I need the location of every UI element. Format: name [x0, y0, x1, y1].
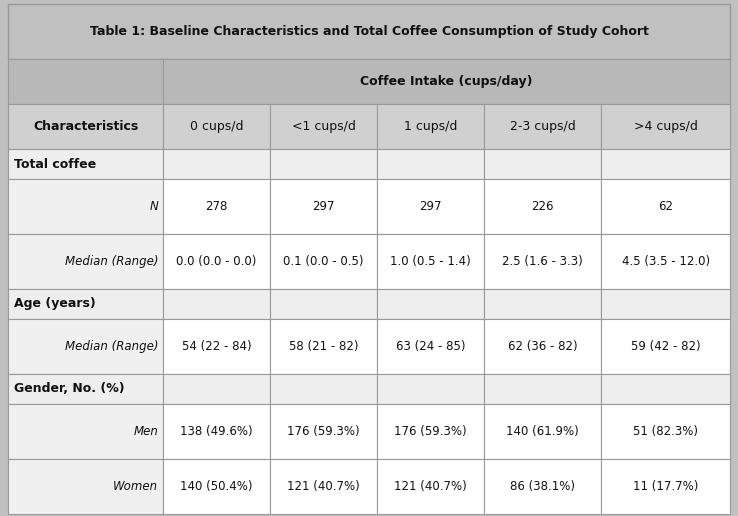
Text: 1 cups/d: 1 cups/d	[404, 120, 457, 133]
Bar	[163, 149, 270, 179]
Text: 121 (40.7%): 121 (40.7%)	[394, 480, 466, 493]
Bar	[270, 179, 377, 234]
Bar	[270, 374, 377, 404]
Bar	[270, 104, 377, 149]
Bar	[163, 374, 270, 404]
Bar	[270, 404, 377, 459]
Text: Women: Women	[113, 480, 158, 493]
Text: 63 (24 - 85): 63 (24 - 85)	[396, 340, 465, 353]
Text: 51 (82.3%): 51 (82.3%)	[633, 425, 698, 438]
Text: 58 (21 - 82): 58 (21 - 82)	[289, 340, 358, 353]
Bar	[163, 234, 270, 289]
Bar	[601, 234, 730, 289]
Text: Median (Range): Median (Range)	[65, 340, 158, 353]
Bar	[601, 404, 730, 459]
Text: 11 (17.7%): 11 (17.7%)	[633, 480, 698, 493]
Text: Table 1: Baseline Characteristics and Total Coffee Consumption of Study Cohort: Table 1: Baseline Characteristics and To…	[89, 25, 649, 38]
Bar	[484, 179, 601, 234]
Bar	[601, 459, 730, 514]
Text: 59 (42 - 82): 59 (42 - 82)	[631, 340, 700, 353]
Bar	[377, 374, 484, 404]
Text: 226: 226	[531, 200, 554, 213]
Text: 176 (59.3%): 176 (59.3%)	[287, 425, 360, 438]
Bar	[163, 289, 270, 319]
Bar	[377, 179, 484, 234]
Text: 4.5 (3.5 - 12.0): 4.5 (3.5 - 12.0)	[621, 255, 710, 268]
Bar	[163, 104, 270, 149]
Bar	[270, 319, 377, 374]
Text: N: N	[150, 200, 158, 213]
Text: 0.1 (0.0 - 0.5): 0.1 (0.0 - 0.5)	[283, 255, 364, 268]
Text: 0.0 (0.0 - 0.0): 0.0 (0.0 - 0.0)	[176, 255, 257, 268]
Bar	[163, 319, 270, 374]
Bar	[377, 234, 484, 289]
Text: Age (years): Age (years)	[14, 298, 96, 311]
Bar	[484, 289, 601, 319]
Bar	[270, 289, 377, 319]
Bar	[8, 59, 163, 104]
Bar	[8, 234, 163, 289]
Text: 54 (22 - 84): 54 (22 - 84)	[182, 340, 252, 353]
Text: Median (Range): Median (Range)	[65, 255, 158, 268]
Text: <1 cups/d: <1 cups/d	[292, 120, 356, 133]
Bar	[377, 404, 484, 459]
Text: Characteristics: Characteristics	[33, 120, 138, 133]
Bar	[270, 234, 377, 289]
Bar	[8, 404, 163, 459]
Text: Total coffee: Total coffee	[14, 157, 96, 170]
Bar	[377, 149, 484, 179]
Bar	[601, 179, 730, 234]
Text: 62: 62	[658, 200, 673, 213]
Bar	[270, 149, 377, 179]
Text: Gender, No. (%): Gender, No. (%)	[14, 382, 125, 395]
Text: 140 (50.4%): 140 (50.4%)	[180, 480, 253, 493]
Bar	[484, 104, 601, 149]
Bar	[270, 459, 377, 514]
Text: Coffee Intake (cups/day): Coffee Intake (cups/day)	[360, 75, 533, 88]
Bar	[8, 104, 163, 149]
Bar	[163, 59, 730, 104]
Text: 86 (38.1%): 86 (38.1%)	[510, 480, 575, 493]
Bar	[601, 374, 730, 404]
Text: 176 (59.3%): 176 (59.3%)	[394, 425, 466, 438]
Text: 1.0 (0.5 - 1.4): 1.0 (0.5 - 1.4)	[390, 255, 471, 268]
Bar	[484, 319, 601, 374]
Bar	[377, 104, 484, 149]
Bar	[601, 149, 730, 179]
Bar	[8, 149, 163, 179]
Bar	[601, 289, 730, 319]
Bar	[601, 319, 730, 374]
Bar	[601, 104, 730, 149]
Bar	[8, 459, 163, 514]
Text: 2.5 (1.6 - 3.3): 2.5 (1.6 - 3.3)	[503, 255, 583, 268]
Bar	[8, 374, 163, 404]
Bar	[163, 179, 270, 234]
Bar	[8, 4, 730, 59]
Text: 121 (40.7%): 121 (40.7%)	[287, 480, 360, 493]
Bar	[8, 179, 163, 234]
Bar	[484, 404, 601, 459]
Text: 140 (61.9%): 140 (61.9%)	[506, 425, 579, 438]
Bar	[484, 149, 601, 179]
Text: 297: 297	[312, 200, 335, 213]
Bar	[377, 289, 484, 319]
Text: 297: 297	[419, 200, 441, 213]
Text: 278: 278	[205, 200, 228, 213]
Bar	[484, 234, 601, 289]
Text: >4 cups/d: >4 cups/d	[634, 120, 697, 133]
Bar	[484, 459, 601, 514]
Text: Men: Men	[134, 425, 158, 438]
Bar	[163, 459, 270, 514]
Text: 138 (49.6%): 138 (49.6%)	[180, 425, 253, 438]
Bar	[8, 319, 163, 374]
Bar	[8, 289, 163, 319]
Bar	[163, 404, 270, 459]
Bar	[377, 459, 484, 514]
Text: 0 cups/d: 0 cups/d	[190, 120, 244, 133]
Text: 2-3 cups/d: 2-3 cups/d	[510, 120, 576, 133]
Text: 62 (36 - 82): 62 (36 - 82)	[508, 340, 577, 353]
Bar	[484, 374, 601, 404]
Bar	[377, 319, 484, 374]
